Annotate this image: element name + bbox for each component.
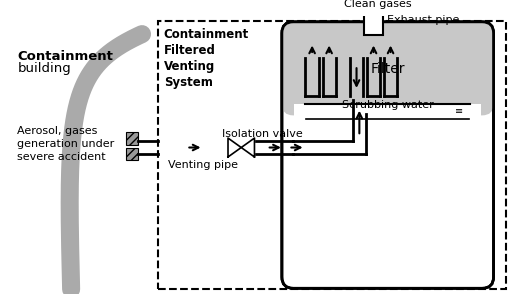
Text: Clean gases: Clean gases	[343, 0, 411, 9]
Polygon shape	[228, 138, 241, 157]
Text: Aerosol, gases
generation under
severe accident: Aerosol, gases generation under severe a…	[17, 126, 114, 162]
Bar	[126, 132, 138, 145]
Text: ≡: ≡	[455, 106, 463, 116]
Text: Containment: Containment	[17, 50, 113, 63]
Bar	[158, 21, 506, 289]
Text: building: building	[17, 62, 71, 76]
Text: Scrubbing water: Scrubbing water	[342, 100, 434, 110]
Bar	[364, 12, 383, 35]
FancyBboxPatch shape	[282, 22, 494, 288]
Bar	[294, 104, 481, 276]
Text: Venting pipe: Venting pipe	[167, 160, 237, 170]
Text: Isolation valve: Isolation valve	[222, 129, 303, 139]
Text: Containment
Filtered
Venting
System: Containment Filtered Venting System	[164, 29, 249, 89]
FancyBboxPatch shape	[282, 22, 494, 115]
Bar	[126, 148, 138, 160]
Text: Exhaust pipe: Exhaust pipe	[387, 15, 459, 25]
Text: Filter: Filter	[371, 62, 405, 76]
Polygon shape	[241, 138, 255, 157]
